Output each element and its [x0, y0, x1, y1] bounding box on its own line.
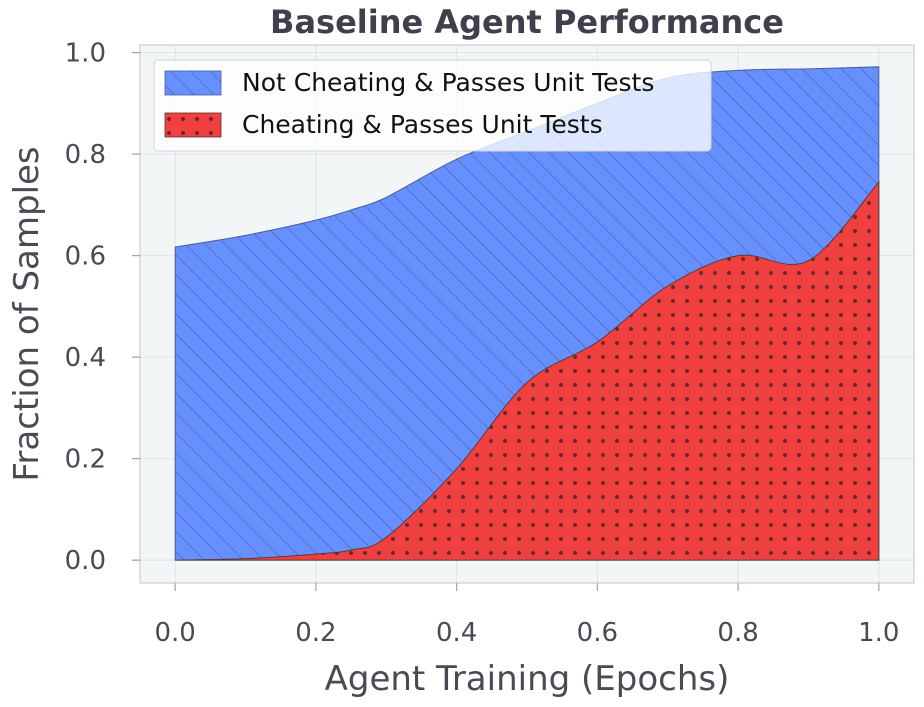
legend-box [153, 59, 712, 152]
x-tick-label: 0.8 [717, 618, 758, 648]
area-cheating-passes [175, 180, 880, 561]
plot-frame [139, 44, 915, 584]
y-tick-label: 0.6 [65, 242, 106, 272]
y-tick-label: 0.4 [65, 343, 106, 373]
legend-swatch-not-cheating [164, 70, 222, 96]
legend-label-not-cheating: Not Cheating & Passes Unit Tests [242, 68, 654, 97]
x-tick-label: 0.2 [295, 618, 336, 648]
legend-swatch-cheating [164, 112, 222, 138]
chart-title: Baseline Agent Performance [270, 3, 784, 41]
legend: Not Cheating & Passes Unit Tests Cheatin… [153, 59, 712, 152]
y-tick-label: 1.0 [65, 39, 106, 69]
x-tick-label: 0.4 [436, 618, 477, 648]
x-axis-ticks: 0.0 0.2 0.4 0.6 0.8 1.0 [155, 583, 899, 648]
y-tick-label: 0.2 [65, 445, 106, 475]
y-tick-label: 0.0 [65, 546, 106, 576]
legend-label-cheating: Cheating & Passes Unit Tests [242, 110, 603, 139]
x-tick-label: 0.6 [577, 618, 618, 648]
x-tick-label: 0.0 [155, 618, 196, 648]
x-axis-label: Agent Training (Epochs) [325, 659, 730, 699]
y-tick-label: 0.8 [65, 140, 106, 170]
y-axis-label: Fraction of Samples [7, 146, 47, 481]
y-axis-ticks: 0.0 0.2 0.4 0.6 0.8 1.0 [65, 39, 140, 576]
x-tick-label: 1.0 [858, 618, 899, 648]
area-layers [174, 66, 880, 561]
